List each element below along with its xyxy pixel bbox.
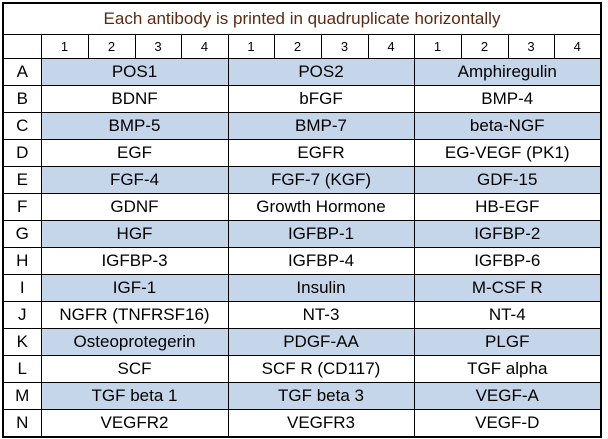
antibody-cell: GDNF <box>40 193 229 221</box>
antibody-cell: Growth Hormone <box>227 193 415 221</box>
table-row: A POS1 POS2 Amphiregulin <box>2 58 602 86</box>
table-row: E FGF-4 FGF-7 (KGF) GDF-15 <box>2 166 602 194</box>
antibody-cell: Osteoprotegerin <box>40 328 229 356</box>
row-label: F <box>2 193 42 221</box>
row-label: D <box>2 139 42 167</box>
antibody-cell: GDF-15 <box>413 166 602 194</box>
column-number: 2 <box>87 34 136 59</box>
column-number: 4 <box>180 34 229 59</box>
antibody-cell: NT-4 <box>413 301 602 329</box>
antibody-cell: EGF <box>40 139 229 167</box>
row-label: I <box>2 274 42 302</box>
column-number: 1 <box>227 34 275 59</box>
row-label: A <box>2 58 42 86</box>
table-row: B BDNF bFGF BMP-4 <box>2 85 602 113</box>
antibody-cell: VEGF-D <box>413 409 602 438</box>
column-number: 2 <box>460 34 509 59</box>
table-row: I IGF-1 Insulin M-CSF R <box>2 274 602 302</box>
row-label: J <box>2 301 42 329</box>
column-number: 4 <box>367 34 415 59</box>
antibody-cell: FGF-4 <box>40 166 229 194</box>
antibody-cell: HGF <box>40 220 229 248</box>
antibody-cell: Amphiregulin <box>413 58 602 86</box>
antibody-cell: TGF beta 1 <box>40 382 229 410</box>
row-label: H <box>2 247 42 275</box>
column-number: 3 <box>320 34 369 59</box>
table-title: Each antibody is printed in quadruplicat… <box>2 2 602 35</box>
antibody-cell: IGFBP-1 <box>227 220 415 248</box>
antibody-cell: TGF beta 3 <box>227 382 415 410</box>
antibody-cell: SCF <box>40 355 229 383</box>
table-row: F GDNF Growth Hormone HB-EGF <box>2 193 602 221</box>
table-row: K Osteoprotegerin PDGF-AA PLGF <box>2 328 602 356</box>
table-row: L SCF SCF R (CD117) TGF alpha <box>2 355 602 383</box>
antibody-cell: IGFBP-3 <box>40 247 229 275</box>
antibody-cell: FGF-7 (KGF) <box>227 166 415 194</box>
row-label: L <box>2 355 42 383</box>
antibody-cell: HB-EGF <box>413 193 602 221</box>
antibody-cell: POS2 <box>227 58 415 86</box>
table-row: G HGF IGFBP-1 IGFBP-2 <box>2 220 602 248</box>
antibody-cell: VEGFR3 <box>227 409 415 438</box>
antibody-cell: Insulin <box>227 274 415 302</box>
row-label: M <box>2 382 42 410</box>
antibody-cell: VEGFR2 <box>40 409 229 438</box>
antibody-cell: beta-NGF <box>413 112 602 140</box>
row-label: N <box>2 409 42 438</box>
antibody-cell: IGFBP-6 <box>413 247 602 275</box>
row-label: C <box>2 112 42 140</box>
corner-cell <box>2 34 42 59</box>
antibody-cell: SCF R (CD117) <box>227 355 415 383</box>
antibody-cell: NT-3 <box>227 301 415 329</box>
table-row: H IGFBP-3 IGFBP-4 IGFBP-6 <box>2 247 602 275</box>
antibody-cell: EGFR <box>227 139 415 167</box>
antibody-cell: PDGF-AA <box>227 328 415 356</box>
column-number: 3 <box>134 34 182 59</box>
column-number: 1 <box>40 34 89 59</box>
antibody-cell: TGF alpha <box>413 355 602 383</box>
antibody-cell: BMP-7 <box>227 112 415 140</box>
antibody-cell: bFGF <box>227 85 415 113</box>
table-row: N VEGFR2 VEGFR3 VEGF-D <box>2 409 602 438</box>
antibody-cell: IGF-1 <box>40 274 229 302</box>
antibody-cell: VEGF-A <box>413 382 602 410</box>
antibody-cell: BMP-5 <box>40 112 229 140</box>
column-number: 2 <box>273 34 322 59</box>
antibody-cell: NGFR (TNFRSF16) <box>40 301 229 329</box>
table-row: C BMP-5 BMP-7 beta-NGF <box>2 112 602 140</box>
table-row: J NGFR (TNFRSF16) NT-3 NT-4 <box>2 301 602 329</box>
column-number: 1 <box>413 34 462 59</box>
antibody-cell: BMP-4 <box>413 85 602 113</box>
row-label: K <box>2 328 42 356</box>
antibody-cell: POS1 <box>40 58 229 86</box>
row-label: G <box>2 220 42 248</box>
antibody-cell: M-CSF R <box>413 274 602 302</box>
antibody-cell: BDNF <box>40 85 229 113</box>
column-number: 4 <box>553 34 602 59</box>
antibody-cell: PLGF <box>413 328 602 356</box>
column-number: 3 <box>507 34 555 59</box>
antibody-cell: IGFBP-2 <box>413 220 602 248</box>
antibody-cell: EG-VEGF (PK1) <box>413 139 602 167</box>
antibody-cell: IGFBP-4 <box>227 247 415 275</box>
row-label: E <box>2 166 42 194</box>
table-row: D EGF EGFR EG-VEGF (PK1) <box>2 139 602 167</box>
table-row: M TGF beta 1 TGF beta 3 VEGF-A <box>2 382 602 410</box>
row-label: B <box>2 85 42 113</box>
